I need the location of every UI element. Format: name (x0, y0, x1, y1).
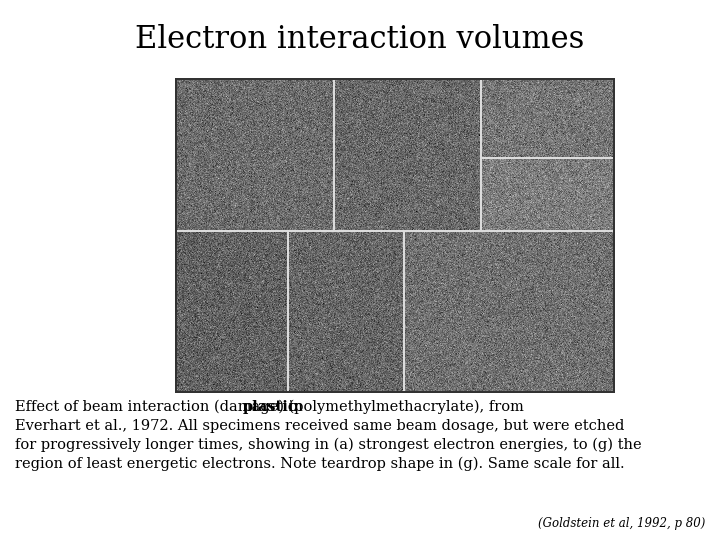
Text: (Goldstein et al, 1992, p 80): (Goldstein et al, 1992, p 80) (538, 517, 705, 530)
Text: Electron interaction volumes: Electron interaction volumes (135, 24, 585, 55)
Text: Everhart et al., 1972. All specimens received same beam dosage, but were etched: Everhart et al., 1972. All specimens rec… (15, 419, 624, 433)
Text: for progressively longer times, showing in (a) strongest electron energies, to (: for progressively longer times, showing … (15, 438, 642, 453)
Text: plastic: plastic (243, 400, 298, 414)
Text: Effect of beam interaction (damage) in: Effect of beam interaction (damage) in (15, 400, 307, 414)
Text: region of least energetic electrons. Note teardrop shape in (g). Same scale for : region of least energetic electrons. Not… (15, 457, 625, 471)
Text: (polymethylmethacrylate), from: (polymethylmethacrylate), from (284, 400, 524, 414)
